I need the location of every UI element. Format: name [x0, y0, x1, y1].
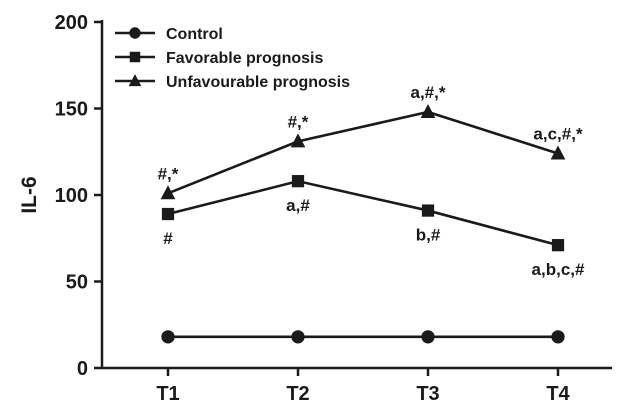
series-circle	[161, 330, 565, 344]
series-square	[161, 175, 565, 252]
legend-item: Favorable prognosis	[115, 50, 323, 67]
y-tick-label: 100	[55, 185, 88, 207]
y-tick-label: 150	[55, 99, 88, 121]
data-point	[551, 239, 565, 252]
series-layer	[160, 103, 566, 344]
data-point	[291, 175, 305, 188]
legend-item: Unfavourable prognosis	[115, 74, 350, 91]
data-point	[160, 185, 176, 200]
legend-label: Favorable prognosis	[166, 50, 323, 67]
data-annotation: a,#,*	[411, 83, 446, 102]
x-tick-label: T4	[546, 383, 570, 405]
legend-label: Unfavourable prognosis	[166, 74, 350, 91]
legend-marker	[129, 51, 141, 63]
data-point	[291, 330, 305, 344]
data-point	[161, 207, 175, 221]
legend-label: Control	[166, 26, 223, 43]
legend-item: Control	[115, 26, 223, 43]
legend: Control Favorable prognosis Unfavourable p…	[115, 26, 350, 91]
legend-marker	[129, 27, 141, 39]
y-axis: 0 50 100 150 200	[55, 12, 104, 380]
y-tick-label: 0	[77, 358, 88, 380]
data-annotation: a,b,c,#	[532, 260, 585, 279]
data-point	[421, 330, 435, 344]
x-axis: T1 T2 T3 T4	[102, 366, 612, 405]
series-triangle	[160, 103, 566, 200]
data-annotation: b,#	[416, 226, 441, 245]
y-tick-label: 200	[55, 12, 88, 34]
data-point	[420, 103, 436, 118]
x-tick-label: T2	[286, 383, 309, 405]
data-point	[421, 204, 435, 217]
data-point	[290, 133, 306, 148]
data-annotation: #,*	[288, 112, 309, 131]
data-annotation: #	[163, 229, 173, 248]
data-point	[550, 145, 566, 160]
legend-marker	[128, 74, 142, 87]
data-annotation: a,c,#,*	[533, 124, 583, 143]
data-annotation: #,*	[158, 164, 179, 183]
series-line	[167, 179, 559, 247]
data-point	[551, 330, 565, 344]
annotation-layer: # a,# b,# a,b,c,# #,* #,* a,#,* a,c,#,*	[158, 83, 585, 279]
data-point	[161, 330, 175, 344]
x-tick-label: T3	[416, 383, 439, 405]
series-line	[167, 110, 559, 195]
data-annotation: a,#	[286, 196, 310, 215]
x-tick-label: T1	[156, 383, 179, 405]
y-axis-label: IL-6	[18, 176, 41, 213]
y-tick-label: 50	[66, 272, 88, 294]
